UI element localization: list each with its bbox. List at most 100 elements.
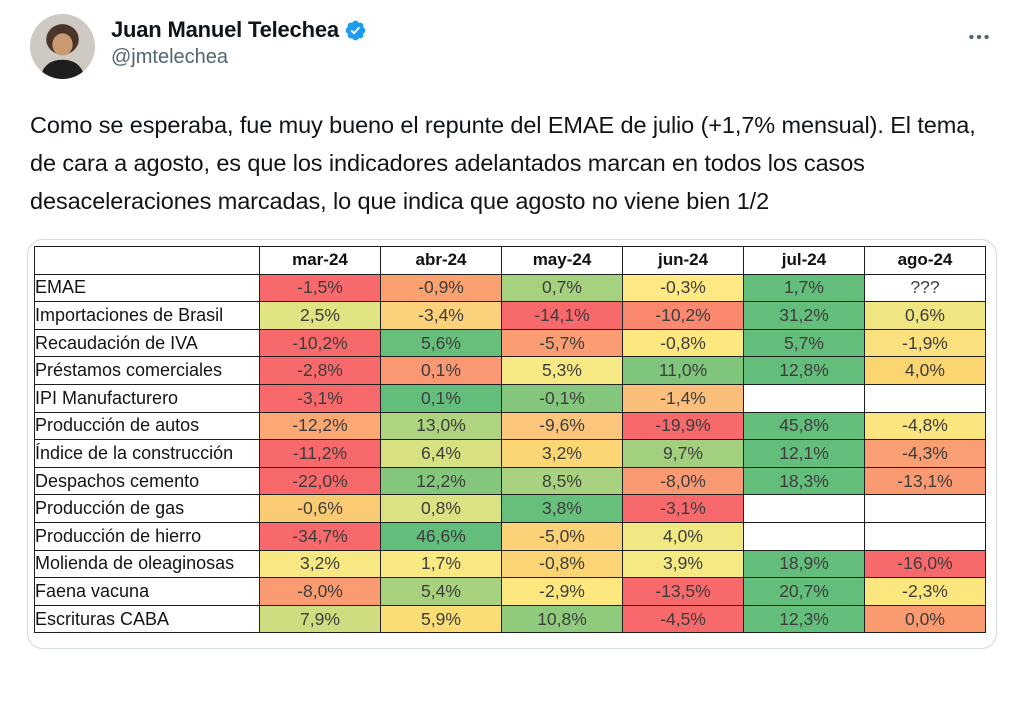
value-cell: 3,8% [501, 494, 623, 523]
value-cell: 9,7% [622, 439, 744, 468]
value-cell: 0,0% [864, 604, 986, 634]
row-label: Índice de la construcción [34, 439, 260, 468]
value-cell: -10,2% [622, 301, 744, 330]
table-row: Escrituras CABA 7,9% 5,9% 10,8% -4,5% 12,3% 0,… [34, 604, 986, 634]
value-cell: 12,3% [743, 604, 865, 634]
value-cell: 18,9% [743, 549, 865, 579]
value-cell: -16,0% [864, 549, 986, 579]
value-cell: 0,7% [501, 273, 623, 303]
column-header: ago-24 [864, 246, 986, 275]
value-cell: -5,7% [501, 328, 623, 358]
table-row: Despachos cemento -22,0% 12,2% 8,5% -8,0% 18,… [34, 466, 986, 496]
table-row: Faena vacuna -8,0% 5,4% -2,9% -13,5% 20,7% -2,… [34, 577, 986, 606]
value-cell: 1,7% [380, 549, 502, 579]
table-row: Recaudación de IVA -10,2% 5,6% -5,7% -0,8% 5,… [34, 328, 986, 358]
table-row: EMAE -1,5% -0,9% 0,7% -0,3% 1,7%??? [34, 273, 986, 303]
value-cell: 8,5% [501, 466, 623, 496]
value-cell: -22,0% [259, 466, 381, 496]
tweet-text: Como se esperaba, fue muy bueno el repun… [30, 112, 976, 214]
value-cell: -9,6% [501, 411, 623, 441]
value-cell: -0,3% [622, 273, 744, 303]
value-cell: -19,9% [622, 411, 744, 441]
row-label: Recaudación de IVA [34, 328, 260, 358]
value-cell: 5,3% [501, 356, 623, 385]
value-cell: -13,5% [622, 577, 744, 606]
value-cell: -3,1% [259, 383, 381, 413]
value-cell [864, 494, 986, 523]
value-cell: -8,0% [622, 466, 744, 496]
value-cell [743, 521, 865, 551]
value-cell: -4,5% [622, 604, 744, 634]
value-cell: 2,5% [259, 301, 381, 330]
table-row: Índice de la construcción -11,2% 6,4% 3,2% 9… [34, 439, 986, 468]
row-label: Importaciones de Brasil [34, 301, 260, 330]
value-cell: -3,1% [622, 494, 744, 523]
table-row: Importaciones de Brasil 2,5% -3,4% -14,1% -1… [34, 301, 986, 330]
table-row: Molienda de oleaginosas 3,2% 1,7% -0,8% 3,9%… [34, 549, 986, 579]
value-cell: 5,6% [380, 328, 502, 358]
value-cell: 20,7% [743, 577, 865, 606]
value-cell: 12,2% [380, 466, 502, 496]
value-cell: 12,8% [743, 356, 865, 385]
value-cell [743, 494, 865, 523]
value-cell: 11,0% [622, 356, 744, 385]
value-cell: 3,2% [259, 549, 381, 579]
value-cell: -1,5% [259, 273, 381, 303]
row-label: Despachos cemento [34, 466, 260, 496]
row-label: Escrituras CABA [34, 604, 260, 634]
column-header: abr-24 [380, 246, 502, 275]
value-cell: -4,8% [864, 411, 986, 441]
value-cell: -8,0% [259, 577, 381, 606]
value-cell: 31,2% [743, 301, 865, 330]
tweet-header: Juan Manuel Telechea @jmtelechea [30, 14, 996, 79]
handle[interactable]: @jmtelechea [111, 46, 229, 68]
value-cell: 3,9% [622, 549, 744, 579]
row-label: Molienda de oleaginosas [34, 549, 260, 579]
value-cell: -0,6% [259, 494, 381, 523]
value-cell: 45,8% [743, 411, 865, 441]
value-cell: -0,1% [501, 383, 623, 413]
value-cell: -1,9% [864, 328, 986, 358]
row-label: EMAE [34, 273, 260, 303]
row-label: Préstamos comerciales [34, 356, 260, 385]
tweet-image[interactable]: mar-24 abr-24 may-24 jun-24 jul-24 ago-24 EMAE… [27, 239, 997, 649]
value-cell: -14,1% [501, 301, 623, 330]
table-row: Préstamos comerciales -2,8% 0,1% 5,3% 11,0% 1… [34, 356, 986, 385]
table-row: IPI Manufacturero -3,1% 0,1% -0,1% -1,4% [34, 383, 986, 413]
row-label: Faena vacuna [34, 577, 260, 606]
value-cell: 0,1% [380, 383, 502, 413]
display-name[interactable]: Juan Manuel Telechea [111, 17, 339, 42]
value-cell: 10,8% [501, 604, 623, 634]
value-cell: -4,3% [864, 439, 986, 468]
value-cell: 7,9% [259, 604, 381, 634]
value-cell: 4,0% [622, 521, 744, 551]
value-cell: -0,9% [380, 273, 502, 303]
value-cell: ??? [864, 273, 986, 303]
value-cell: -5,0% [501, 521, 623, 551]
row-label: Producción de gas [34, 494, 260, 523]
more-button[interactable] [966, 14, 996, 55]
value-cell: 12,1% [743, 439, 865, 468]
value-cell: -3,4% [380, 301, 502, 330]
column-header: jun-24 [622, 246, 744, 275]
table-corner-cell [34, 246, 260, 275]
value-cell: 1,7% [743, 273, 865, 303]
value-cell: 0,6% [864, 301, 986, 330]
value-cell: -2,8% [259, 356, 381, 385]
value-cell: -10,2% [259, 328, 381, 358]
value-cell: -13,1% [864, 466, 986, 496]
avatar[interactable] [30, 14, 95, 79]
value-cell: -1,4% [622, 383, 744, 413]
column-header: jul-24 [743, 246, 865, 275]
value-cell: -2,9% [501, 577, 623, 606]
indicators-table: mar-24 abr-24 may-24 jun-24 jul-24 ago-24 EMAE… [34, 246, 986, 634]
table-row: Producción de autos -12,2% 13,0% -9,6% -19,9… [34, 411, 986, 441]
value-cell: 5,9% [380, 604, 502, 634]
avatar-photo [30, 14, 95, 79]
value-cell: 4,0% [864, 356, 986, 385]
value-cell: -11,2% [259, 439, 381, 468]
table-header-row: mar-24 abr-24 may-24 jun-24 jul-24 ago-24 [34, 246, 986, 275]
value-cell [864, 521, 986, 551]
column-header: mar-24 [259, 246, 381, 275]
value-cell: 18,3% [743, 466, 865, 496]
